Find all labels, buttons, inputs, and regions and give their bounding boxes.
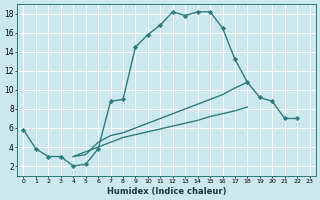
X-axis label: Humidex (Indice chaleur): Humidex (Indice chaleur) xyxy=(107,187,226,196)
